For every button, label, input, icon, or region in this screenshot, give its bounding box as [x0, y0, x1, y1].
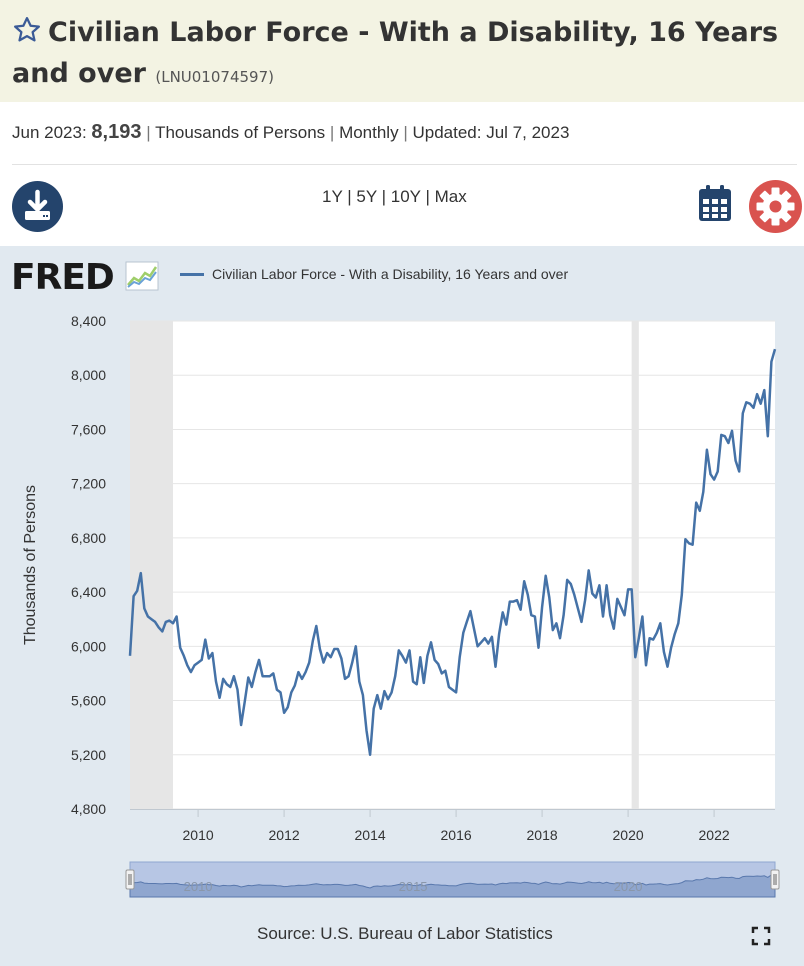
y-tick-label: 4,800 [71, 801, 106, 817]
y-tick-label: 5,200 [71, 747, 106, 763]
download-button[interactable] [12, 181, 63, 232]
x-tick-label: 2016 [441, 827, 472, 843]
range-5y[interactable]: 5Y [356, 187, 377, 206]
y-axis-title: Thousands of Persons [22, 485, 39, 645]
y-tick-label: 8,400 [71, 313, 106, 329]
gear-icon [756, 187, 795, 226]
navigator-series [129, 873, 776, 898]
recession-band [631, 321, 639, 809]
fullscreen-icon [751, 926, 771, 946]
updated-date: Jul 7, 2023 [486, 123, 570, 142]
series-line[interactable] [128, 348, 777, 757]
navigator-handle-right[interactable] [770, 869, 780, 890]
updated-label: Updated: [412, 123, 482, 142]
y-tick-label: 7,200 [71, 476, 106, 492]
legend-swatch [180, 272, 204, 276]
fred-chart-icon [125, 261, 159, 291]
recession-band [130, 321, 173, 809]
series-title: Civilian Labor Force - With a Disability… [12, 17, 779, 89]
y-tick-label: 6,800 [71, 530, 106, 546]
series-id: (LNU01074597) [155, 68, 274, 86]
fred-logo-text: FRED [11, 257, 115, 298]
observation-summary: Jun 2023: 8,193 | Thousands of Persons |… [12, 121, 570, 143]
x-tick-label: 2018 [527, 827, 558, 843]
calendar-button[interactable] [698, 184, 732, 227]
y-tick-label: 5,600 [71, 693, 106, 709]
range-1y[interactable]: 1Y [322, 187, 343, 206]
y-tick-label: 6,400 [71, 584, 106, 600]
range-max[interactable]: Max [434, 187, 467, 206]
observation-value: 8,193 [91, 121, 142, 143]
fullscreen-button[interactable] [751, 926, 771, 951]
y-tick-label: 8,000 [71, 367, 106, 383]
navigator-label: 2020 [614, 879, 643, 894]
x-tick-label: 2014 [355, 827, 386, 843]
units-label: Thousands of Persons [155, 123, 326, 142]
download-icon [25, 189, 50, 220]
calendar-icon [699, 185, 731, 221]
fred-logo[interactable]: FRED [11, 260, 159, 296]
range-selector: 1Y | 5Y | 10Y | Max [322, 187, 467, 206]
x-tick-label: 2010 [183, 827, 214, 843]
y-tick-label: 7,600 [71, 421, 106, 437]
title-bar: Civilian Labor Force - With a Disability… [0, 0, 804, 102]
frequency-label: Monthly [339, 123, 399, 142]
navigator-handle-left[interactable] [125, 869, 135, 890]
plot-area [130, 321, 775, 809]
source-note: Source: U.S. Bureau of Labor Statistics [257, 924, 553, 943]
navigator-label: 2015 [399, 879, 428, 894]
legend-label: Civilian Labor Force - With a Disability… [212, 266, 569, 282]
divider [12, 164, 797, 165]
settings-button[interactable] [749, 180, 802, 233]
y-tick-label: 6,000 [71, 638, 106, 654]
range-10y[interactable]: 10Y [390, 187, 421, 206]
page-title: Civilian Labor Force - With a Disability… [12, 14, 792, 96]
line-chart[interactable]: 4,800 5,200 5,600 6,000 6,400 6,800 7,200 7,600… [0, 246, 804, 966]
x-tick-label: 2022 [699, 827, 730, 843]
x-tick-label: 2012 [269, 827, 300, 843]
observation-date: Jun 2023: [12, 123, 87, 142]
navigator-label: 2010 [184, 879, 213, 894]
chart-legend: Civilian Labor Force - With a Disability… [180, 266, 568, 282]
x-tick-label: 2020 [613, 827, 644, 843]
star-icon[interactable] [12, 15, 42, 55]
